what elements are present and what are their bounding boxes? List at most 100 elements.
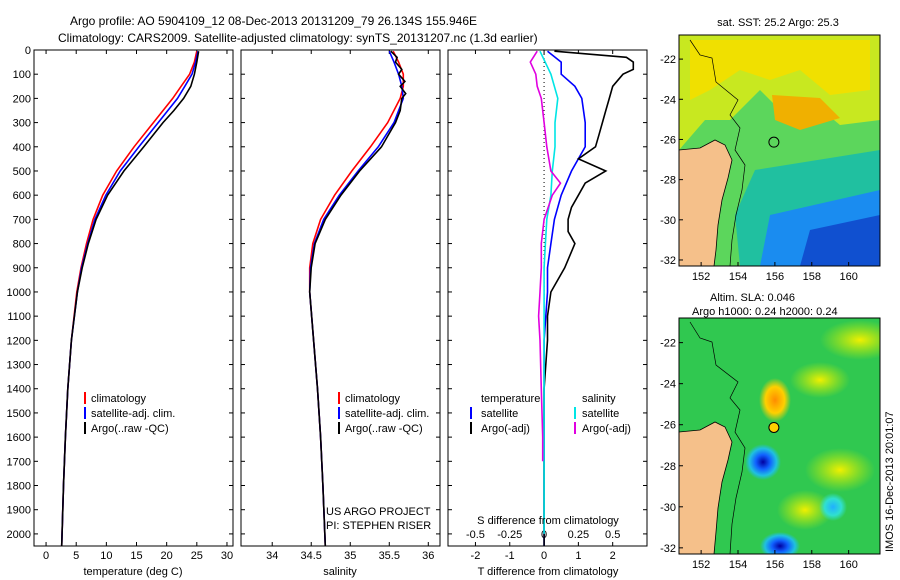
x-tick-label: 34.5	[301, 550, 322, 562]
difference-top-x-label: S difference from climatology	[477, 515, 619, 527]
sst-map	[679, 35, 880, 266]
temperature-panel-frame	[33, 49, 234, 547]
difference-panel-frame	[447, 49, 648, 547]
sla-map-title: Altim. SLA: 0.046	[710, 292, 795, 304]
sla-map-frame	[678, 317, 881, 555]
legend-title-salinity: salinity	[582, 393, 616, 405]
y-tick-label: 700	[13, 214, 31, 226]
sla-yellow-patch	[790, 362, 850, 398]
salinity-panel-frame	[240, 49, 441, 547]
x-tick-label: 30	[221, 550, 233, 562]
map-x-tick-label: 158	[803, 271, 821, 283]
series-line-argo-raw-qc-	[308, 50, 407, 547]
x-tick-label: 34	[266, 550, 278, 562]
y-tick-label: 1600	[7, 432, 31, 444]
map-y-tick-label: -24	[660, 379, 676, 391]
map-x-tick-label: 160	[839, 559, 857, 571]
legend-label-sal-satellite: satellite	[582, 408, 619, 420]
x-tick-label: 36	[422, 550, 434, 562]
x-tick-label: -2	[471, 550, 481, 562]
map-y-tick-label: -32	[660, 255, 676, 267]
sla-map-subtitle: Argo h1000: 0.24 h2000: 0.24	[692, 306, 838, 318]
y-tick-label: 100	[13, 69, 31, 81]
difference-temperature-legend: temperature satellite Argo(-adj)	[470, 393, 540, 435]
sla-yellow-patch	[805, 448, 875, 492]
map-y-tick-label: -22	[660, 338, 676, 350]
sla-cyan-patch	[819, 493, 847, 521]
sla-land	[679, 421, 733, 554]
sst-map-frame	[678, 34, 881, 267]
sla-yellow-patch	[820, 320, 880, 360]
sst-map-axes: 152 154 156 158 160 -22 -24 -26 -28 -30 -32	[660, 54, 858, 283]
map-y-tick-label: -30	[660, 215, 676, 227]
y-tick-label: 200	[13, 93, 31, 105]
map-x-tick-label: 158	[803, 559, 821, 571]
y-tick-label: 1200	[7, 335, 31, 347]
series-line-salinity-satellite	[539, 50, 559, 534]
temperature-x-label: temperature (deg C)	[83, 566, 182, 578]
sst-warm-core	[690, 40, 870, 100]
temperature-axes: 0 5 10 15 20 25 300100200300400500600700800900…	[7, 45, 234, 562]
temperature-legend: climatology satellite-adj. clim. Argo(..…	[84, 392, 175, 435]
sst-coldest-region	[800, 215, 880, 266]
y-tick-label: 1800	[7, 481, 31, 493]
sla-cold-eddy	[745, 444, 781, 480]
project-label: US ARGO PROJECT	[326, 506, 431, 518]
legend-title-temperature: temperature	[481, 393, 540, 405]
x-tick-label: 20	[161, 550, 173, 562]
legend-label-satellite: satellite-adj. clim.	[345, 408, 429, 420]
y-tick-label: 900	[13, 263, 31, 275]
y-tick-label: 1100	[7, 311, 31, 323]
sst-map-title: sat. SST: 25.2 Argo: 25.3	[717, 17, 839, 29]
y-tick-label: 500	[13, 166, 31, 178]
figure-title-line2: Climatology: CARS2009. Satellite-adjuste…	[58, 31, 538, 45]
map-x-tick-label: 160	[839, 271, 857, 283]
x-top-tick-label: 0.25	[568, 529, 589, 541]
series-line-salinity-argo-adj-	[529, 50, 562, 462]
y-tick-label: 1900	[7, 505, 31, 517]
temperature-profile-lines	[60, 51, 200, 547]
y-tick-label: 1500	[7, 408, 31, 420]
y-tick-label: 1000	[7, 287, 31, 299]
x-tick-label: 35.5	[379, 550, 400, 562]
series-line-climatology	[60, 51, 198, 547]
y-tick-label: 800	[13, 239, 31, 251]
salinity-legend: climatology satellite-adj. clim. Argo(..…	[338, 392, 429, 435]
x-tick-label: 35	[344, 550, 356, 562]
sla-yellow-patch	[777, 490, 833, 530]
x-top-tick-label: -0.25	[497, 529, 522, 541]
series-line-temperature-argo-adj-	[543, 50, 635, 546]
sla-map	[679, 318, 880, 554]
x-tick-label: 5	[73, 550, 79, 562]
sla-float-marker	[768, 421, 780, 433]
sla-depth-contour	[689, 321, 746, 554]
map-x-tick-label: 156	[766, 271, 784, 283]
series-line-satellite-adj-clim-	[308, 50, 405, 547]
difference-x-label: T difference from climatology	[478, 566, 619, 578]
sla-warm-eddy	[759, 378, 791, 422]
difference-salinity-legend: salinity satellite Argo(-adj)	[574, 393, 631, 435]
legend-label-argo: Argo(..raw -QC)	[345, 423, 423, 435]
y-tick-label: 400	[13, 142, 31, 154]
x-tick-label: 0	[43, 550, 49, 562]
y-tick-label: 1300	[7, 360, 31, 372]
series-line-satellite-adj-clim-	[60, 51, 199, 547]
salinity-axes: 34 34.5 35 35.5 36	[241, 49, 440, 562]
x-top-tick-label: -0.5	[466, 529, 485, 541]
map-y-tick-label: -28	[660, 461, 676, 473]
y-tick-label: 0	[25, 45, 31, 57]
y-tick-label: 600	[13, 190, 31, 202]
series-line-climatology	[308, 50, 405, 547]
y-tick-label: 300	[13, 118, 31, 130]
x-top-tick-label: 0.5	[605, 529, 620, 541]
legend-label-climatology: climatology	[91, 393, 147, 405]
map-y-tick-label: -24	[660, 94, 676, 106]
series-line-argo-raw-qc-	[60, 51, 200, 547]
x-tick-label: 10	[100, 550, 112, 562]
map-x-tick-label: 154	[729, 271, 747, 283]
map-x-tick-label: 152	[692, 271, 710, 283]
map-x-tick-label: 156	[766, 559, 784, 571]
sst-float-marker	[768, 136, 780, 148]
